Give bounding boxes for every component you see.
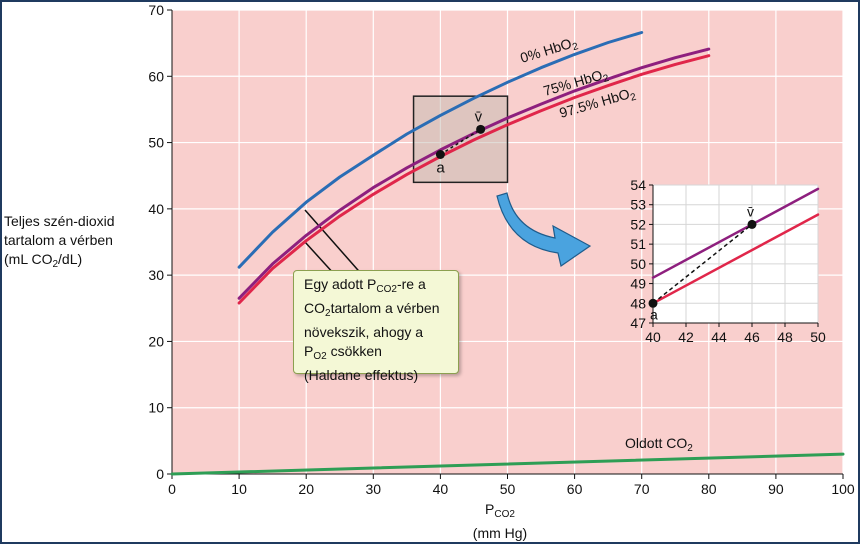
x-axis-label-sub: CO2 [494,509,515,520]
callout-line2b: tartalom a vérben [330,300,440,316]
series-oldott-co2 [170,452,845,476]
inset-x-tick-label-40: 40 [645,329,661,345]
x-tick-label-50: 50 [500,481,516,497]
callout-line2a: CO [304,300,325,316]
x-tick-label-60: 60 [567,481,583,497]
inset-y-tick-label-48: 48 [630,295,646,311]
inset-point-a [648,298,658,308]
callout-line1-sub: CO2 [376,284,397,295]
y-tick-label-70: 70 [148,2,164,18]
callout-line4-sub: O2 [313,351,327,362]
inset-plot-area [653,185,818,323]
callout-line1: Egy adott PCO2-re a [304,275,458,299]
x-tick-label-20: 20 [298,481,314,497]
inset-x-tick-label-44: 44 [711,329,727,345]
inset-point-a-label: a [650,306,658,322]
callout-line2: CO2tartalom a vérben [304,299,458,323]
point-v-label: v̄ [475,108,483,125]
x-tick-label-40: 40 [433,481,449,497]
y-tick-label-40: 40 [148,201,164,217]
inset-y-tick-label-47: 47 [630,315,646,331]
x-tick-label-80: 80 [701,481,717,497]
callout-line1b: -re a [396,276,426,292]
x-tick-label-90: 90 [768,481,784,497]
y-axis-label-line3b: /dL) [58,251,83,267]
y-axis-label-line2: tartalom a vérben [4,232,113,248]
y-tick-label-0: 0 [156,466,164,482]
inset-series-75-hbo2 [651,187,820,279]
callout-line2-sub: 2 [325,308,331,319]
callout-line4: PO2 csökken [304,342,458,366]
series-0-hbo2 [237,31,644,269]
y-tick-label-60: 60 [148,68,164,84]
inset-y-tick-label-52: 52 [630,216,646,232]
x-tick-label-10: 10 [231,481,247,497]
x-tick-label-100: 100 [831,481,855,497]
point-a-label: a [436,160,445,177]
inset-x-tick-label-42: 42 [678,329,694,345]
curve-label-0pct-sub: 2 [571,41,580,53]
x-tick-label-70: 70 [634,481,650,497]
inset-y-tick-label-51: 51 [630,236,646,252]
inset-a-to-v-dashed-line [652,223,753,304]
point-a [435,150,445,160]
x-tick-label-0: 0 [168,481,176,497]
zoom-arrow [496,192,592,267]
callout-line1a: Egy adott P [304,276,377,292]
inset-y-tick-label-54: 54 [630,177,646,193]
inset-point-v-label: v̄ [747,203,754,219]
y-axis-label-sub: 2 [52,259,59,270]
inset-y-tick-label-53: 53 [630,197,646,213]
x-axis-label: PCO2 (mm Hg) [440,500,560,542]
callout-line4b: csökken [326,343,382,359]
y-tick-label-10: 10 [148,400,164,416]
inset-point-v [747,219,757,229]
callout-line3: növekszik, ahogy a [304,324,424,340]
a-to-v-dashed-line [440,128,482,156]
y-axis-label-line1: Teljes szén-dioxid [4,213,115,229]
y-axis-label-line3a: (mL CO [4,251,53,267]
inset-x-tick-label-50: 50 [810,329,826,345]
dissolved-co2-label: Oldott CO2 [625,435,693,454]
inset-x-tick-label-48: 48 [777,329,793,345]
callout-line4a: P [304,343,314,359]
y-tick-label-20: 20 [148,333,164,349]
point-v [476,124,486,134]
x-axis-label-unit: (mm Hg) [472,525,528,541]
y-tick-label-50: 50 [148,135,164,151]
haldane-callout: Egy adott PCO2-re a CO2tartalom a vérben… [293,270,459,383]
x-tick-label-30: 30 [366,481,382,497]
inset-y-tick-label-50: 50 [630,256,646,272]
inset-series-97-5-hbo2 [651,213,820,305]
x-axis-label-p: P [485,501,495,517]
inset-x-tick-label-46: 46 [744,329,760,345]
curve-label-97-5pct-sub: 2 [629,92,638,104]
y-tick-label-30: 30 [148,267,164,283]
series-97-5-hbo2 [237,54,711,305]
dissolved-co2-label-sub: 2 [687,443,693,454]
series-75-hbo2 [237,47,711,300]
callout-line5: (Haldane effektus) [304,367,419,383]
curve-label-75pct-sub: 2 [602,73,611,85]
inset-y-tick-label-49: 49 [630,276,646,292]
y-axis-label: Teljes szén-dioxid tartalom a vérben (mL… [4,212,164,274]
